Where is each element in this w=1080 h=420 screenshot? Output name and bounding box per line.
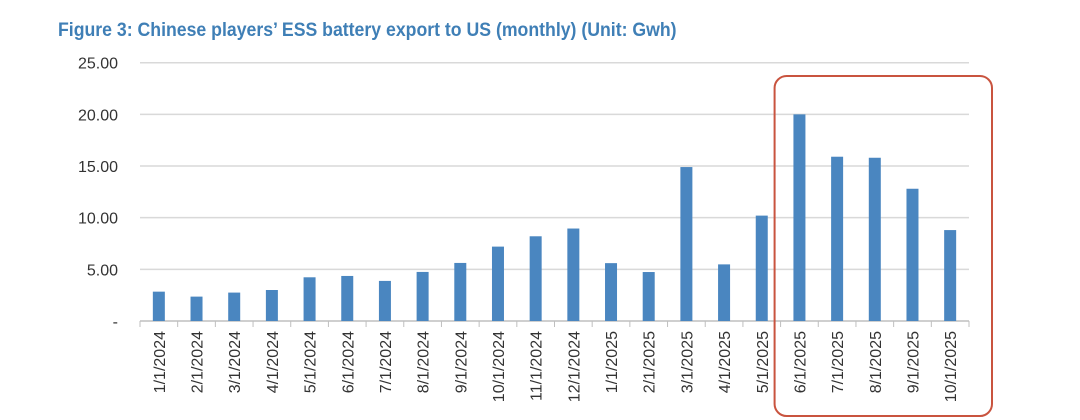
bar [642, 272, 655, 321]
x-tick-label: 9/1/2025 [905, 331, 922, 393]
x-tick-label: 3/1/2024 [227, 331, 244, 393]
bar [831, 156, 844, 321]
highlight-box [773, 75, 993, 417]
x-tick-label: 8/1/2025 [868, 331, 885, 393]
x-tick-label: 4/1/2025 [717, 331, 734, 393]
x-tick-label: 5/1/2025 [755, 331, 772, 393]
bar [793, 114, 806, 321]
bar [190, 296, 203, 321]
bar [454, 262, 467, 321]
bar [228, 292, 241, 321]
y-tick-label: 20.00 [78, 107, 118, 124]
y-tick-label: 15.00 [78, 159, 118, 176]
x-tick-label: 3/1/2025 [679, 331, 696, 393]
x-tick-label: 4/1/2024 [265, 331, 282, 393]
y-tick-label: 10.00 [78, 211, 118, 228]
x-tick-label: 2/1/2024 [190, 331, 207, 393]
bar [605, 263, 618, 321]
bar [718, 264, 731, 321]
bar [529, 236, 542, 321]
x-tick-label: 9/1/2024 [453, 331, 470, 393]
x-tick-label: 11/1/2024 [529, 331, 546, 401]
bar [567, 228, 580, 321]
x-tick-label: 7/1/2025 [830, 331, 847, 393]
x-tick-label: 10/1/2025 [943, 331, 960, 402]
y-tick-label: 5.00 [87, 262, 118, 279]
x-tick-label: 10/1/2024 [491, 331, 508, 402]
bar [152, 291, 165, 321]
x-tick-label: 12/1/2024 [566, 331, 583, 402]
x-tick-label: 2/1/2025 [642, 331, 659, 393]
x-tick-label: 1/1/2024 [152, 331, 169, 393]
x-tick-label: 5/1/2024 [303, 331, 320, 393]
chart-title: Figure 3: Chinese players’ ESS battery e… [58, 20, 677, 41]
bar [755, 215, 768, 321]
x-tick-label: 7/1/2024 [378, 331, 395, 393]
bar [906, 188, 919, 321]
bar [341, 275, 354, 321]
bar [416, 271, 429, 321]
bar [265, 290, 278, 321]
bar [491, 246, 504, 321]
y-tick-label: - [113, 314, 118, 331]
bar [680, 167, 693, 321]
x-tick-label: 8/1/2024 [416, 331, 433, 393]
bar [944, 230, 957, 321]
bar [378, 280, 391, 321]
x-tick-label: 1/1/2025 [604, 331, 621, 393]
bar [303, 277, 316, 321]
x-tick-label: 6/1/2025 [792, 331, 809, 393]
x-tick-label: 6/1/2024 [340, 331, 357, 393]
bar [868, 157, 881, 321]
y-tick-label: 25.00 [78, 56, 118, 73]
